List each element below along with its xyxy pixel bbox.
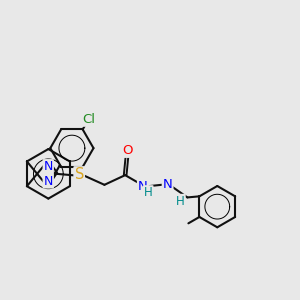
Text: S: S <box>74 167 84 182</box>
Text: N: N <box>163 178 172 190</box>
Text: H: H <box>144 186 153 199</box>
Text: H: H <box>176 195 185 208</box>
Text: N: N <box>44 175 53 188</box>
Text: Cl: Cl <box>82 113 95 126</box>
Text: N: N <box>44 160 53 173</box>
Text: O: O <box>122 144 133 157</box>
Text: N: N <box>138 180 148 194</box>
